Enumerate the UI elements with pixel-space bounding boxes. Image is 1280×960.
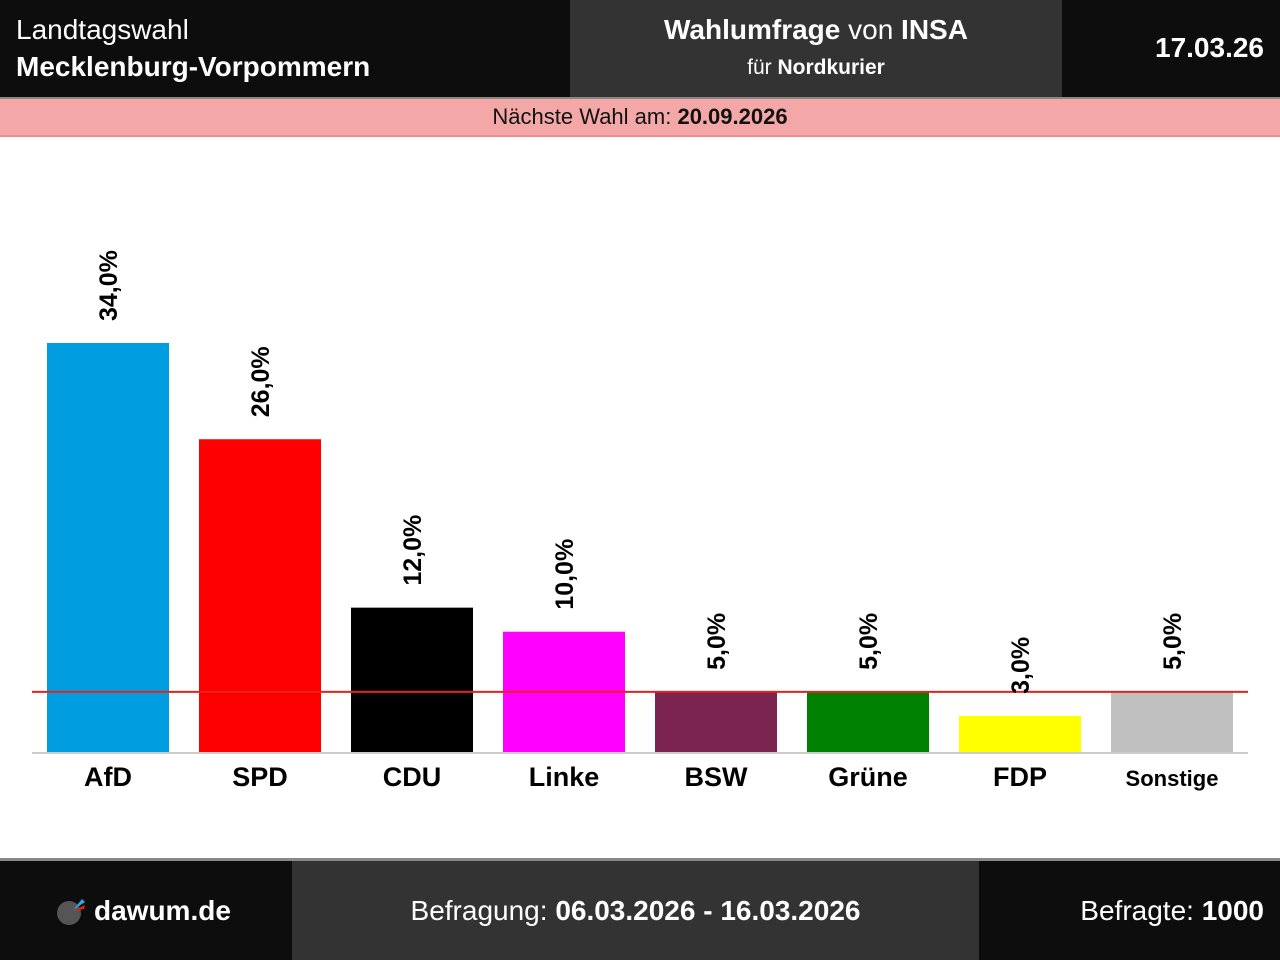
header-divider <box>0 97 1280 99</box>
poll-client: für Nordkurier <box>570 56 1062 80</box>
bar-grüne <box>807 691 929 752</box>
respondents-block: Befragte: 1000 <box>1080 861 1264 960</box>
election-type: Landtagswahl <box>16 14 189 45</box>
category-label-sonstige: Sonstige <box>1126 766 1219 791</box>
value-label-fdp: 3,0% <box>1007 637 1035 694</box>
bar-sonstige <box>1111 691 1233 752</box>
bar-spd <box>199 439 321 752</box>
footer: dawum.de Befragung: 06.03.2026 - 16.03.2… <box>0 861 1280 960</box>
bar-cdu <box>351 607 473 752</box>
bar-afd <box>47 343 169 752</box>
respondents-label: Befragte: <box>1080 895 1202 926</box>
value-label-grüne: 5,0% <box>855 613 883 670</box>
bars-group <box>47 343 1233 752</box>
client-name: Nordkurier <box>777 56 885 79</box>
institute-name: INSA <box>901 14 968 45</box>
next-election-date: 20.09.2026 <box>677 104 788 129</box>
category-label-grüne: Grüne <box>828 762 908 792</box>
header: Landtagswahl Mecklenburg-Vorpommern Wahl… <box>0 0 1280 97</box>
poll-info-block: Wahlumfrage von INSA für Nordkurier <box>570 0 1062 97</box>
bar-chart: 34,0% 26,0% 12,0% 10,0% 5,0% 5,0% 3,0% 5,0% AfD… <box>32 250 1248 792</box>
respondents-count: 1000 <box>1201 895 1264 926</box>
survey-period-block: Befragung: 06.03.2026 - 16.03.2026 <box>292 861 979 960</box>
next-election-bar: Nächste Wahl am: 20.09.2026 <box>0 99 1280 137</box>
bar-bsw <box>655 691 777 752</box>
poll-title-von: von <box>840 14 902 45</box>
poll-title-bold: Wahlumfrage <box>664 14 841 45</box>
survey-period: 06.03.2026 - 16.03.2026 <box>555 895 861 926</box>
value-label-spd: 26,0% <box>247 346 275 417</box>
dawum-logo[interactable]: dawum.de <box>56 861 231 960</box>
value-label-cdu: 12,0% <box>399 515 427 586</box>
value-label-bsw: 5,0% <box>703 613 731 670</box>
publish-date: 17.03.26 <box>1155 32 1264 63</box>
region-name: Mecklenburg-Vorpommern <box>16 51 371 82</box>
header-title-block: Landtagswahl Mecklenburg-Vorpommern <box>0 0 570 97</box>
poll-title: Wahlumfrage von INSA <box>570 14 1062 46</box>
category-label-fdp: FDP <box>993 762 1047 792</box>
pie-logo-icon <box>57 898 85 925</box>
client-prefix: für <box>747 56 778 79</box>
value-label-sonstige: 5,0% <box>1159 613 1187 670</box>
category-label-spd: SPD <box>232 762 288 792</box>
category-label-bsw: BSW <box>685 762 749 792</box>
category-labels-group: AfD SPD CDU Linke BSW Grüne FDP Sonstige <box>84 762 1218 792</box>
next-election-label: Nächste Wahl am: <box>492 104 678 129</box>
category-label-cdu: CDU <box>383 762 442 792</box>
logo-text: dawum.de <box>94 894 231 926</box>
value-labels-group: 34,0% 26,0% 12,0% 10,0% 5,0% 5,0% 3,0% 5,0% <box>95 250 1187 694</box>
footer-divider <box>0 858 1280 861</box>
value-label-linke: 10,0% <box>551 539 579 610</box>
bar-fdp <box>959 715 1081 752</box>
category-label-afd: AfD <box>84 762 132 792</box>
value-label-afd: 34,0% <box>95 250 123 321</box>
survey-label: Befragung: <box>410 895 556 926</box>
category-label-linke: Linke <box>529 762 600 792</box>
